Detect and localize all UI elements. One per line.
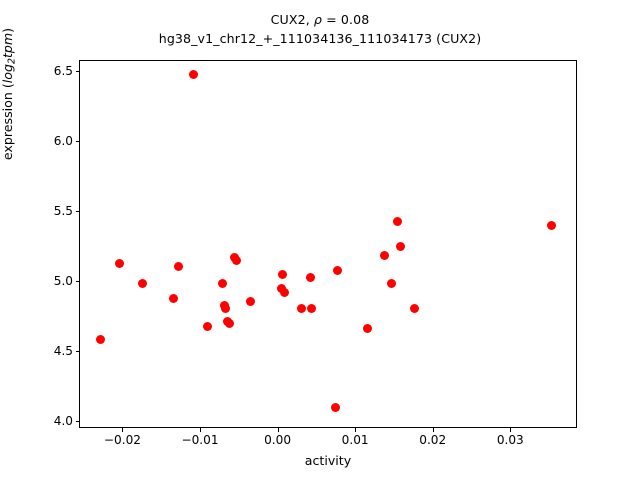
data-point <box>232 256 242 266</box>
y-tick-mark <box>75 350 79 352</box>
x-tick-mark <box>432 428 434 432</box>
y-axis-label-log: log <box>0 64 15 84</box>
data-point <box>169 294 179 304</box>
x-axis-label: activity <box>304 453 352 468</box>
x-tick-label: −0.01 <box>181 433 219 447</box>
chart-title-block: CUX2, ρ = 0.08 hg38_v1_chr12_+_111034136… <box>0 10 640 48</box>
y-tick-mark <box>75 210 79 212</box>
data-point <box>218 278 228 288</box>
y-axis-label-suffix: ) <box>0 27 15 33</box>
y-axis-label: expression (log2tpm) <box>0 0 17 244</box>
y-tick-label: 6.5 <box>53 63 73 78</box>
x-tick-mark <box>200 428 202 432</box>
data-point <box>547 221 557 231</box>
data-point <box>333 266 343 276</box>
y-axis-label-prefix: expression ( <box>0 83 15 161</box>
y-axis-label-sub: 2 <box>6 58 18 65</box>
data-point <box>221 303 231 313</box>
x-tick-label: 0.02 <box>419 433 447 447</box>
y-tick-mark <box>75 420 79 422</box>
data-point <box>115 259 125 269</box>
data-point <box>387 278 397 288</box>
data-point <box>138 278 148 288</box>
plot-area <box>79 60 577 428</box>
y-tick-label: 4.5 <box>53 343 73 358</box>
x-tick-mark <box>277 428 279 432</box>
x-tick-mark <box>355 428 357 432</box>
data-point <box>279 288 289 298</box>
y-tick-mark <box>75 70 79 72</box>
data-point <box>409 303 419 313</box>
data-point <box>392 217 402 227</box>
chart-subtitle: hg38_v1_chr12_+_111034136_111034173 (CUX… <box>158 31 482 46</box>
data-point <box>305 273 315 283</box>
data-point <box>363 323 373 333</box>
chart-title-gene: CUX2 <box>270 12 306 27</box>
y-tick-label: 5.0 <box>53 273 73 288</box>
x-tick-label: −0.02 <box>103 433 141 447</box>
data-points-layer <box>80 61 576 427</box>
data-point <box>174 261 183 271</box>
rho-symbol: ρ <box>313 12 323 27</box>
data-point <box>96 334 106 344</box>
x-tick-mark <box>122 428 124 432</box>
y-tick-mark <box>75 280 79 282</box>
y-axis-label-tpm: tpm <box>0 32 15 59</box>
y-tick-label: 6.0 <box>53 133 73 148</box>
data-point <box>188 70 198 80</box>
data-point <box>246 296 256 306</box>
data-point <box>277 270 287 280</box>
y-tick-label: 4.0 <box>53 413 73 428</box>
y-tick-mark <box>75 140 79 142</box>
rho-value: 0.08 <box>340 12 370 27</box>
data-point <box>395 242 405 252</box>
y-tick-label: 5.5 <box>53 203 73 218</box>
data-point <box>380 250 390 260</box>
chart-title: CUX2, ρ = 0.08 <box>270 12 370 27</box>
x-tick-label: 0.01 <box>341 433 369 447</box>
x-tick-mark <box>510 428 512 432</box>
x-tick-label: 0.00 <box>264 433 292 447</box>
data-point <box>331 403 341 413</box>
data-point <box>225 319 235 329</box>
data-point <box>297 303 307 313</box>
x-tick-label: 0.03 <box>496 433 524 447</box>
data-point <box>203 322 213 332</box>
data-point <box>306 303 316 313</box>
